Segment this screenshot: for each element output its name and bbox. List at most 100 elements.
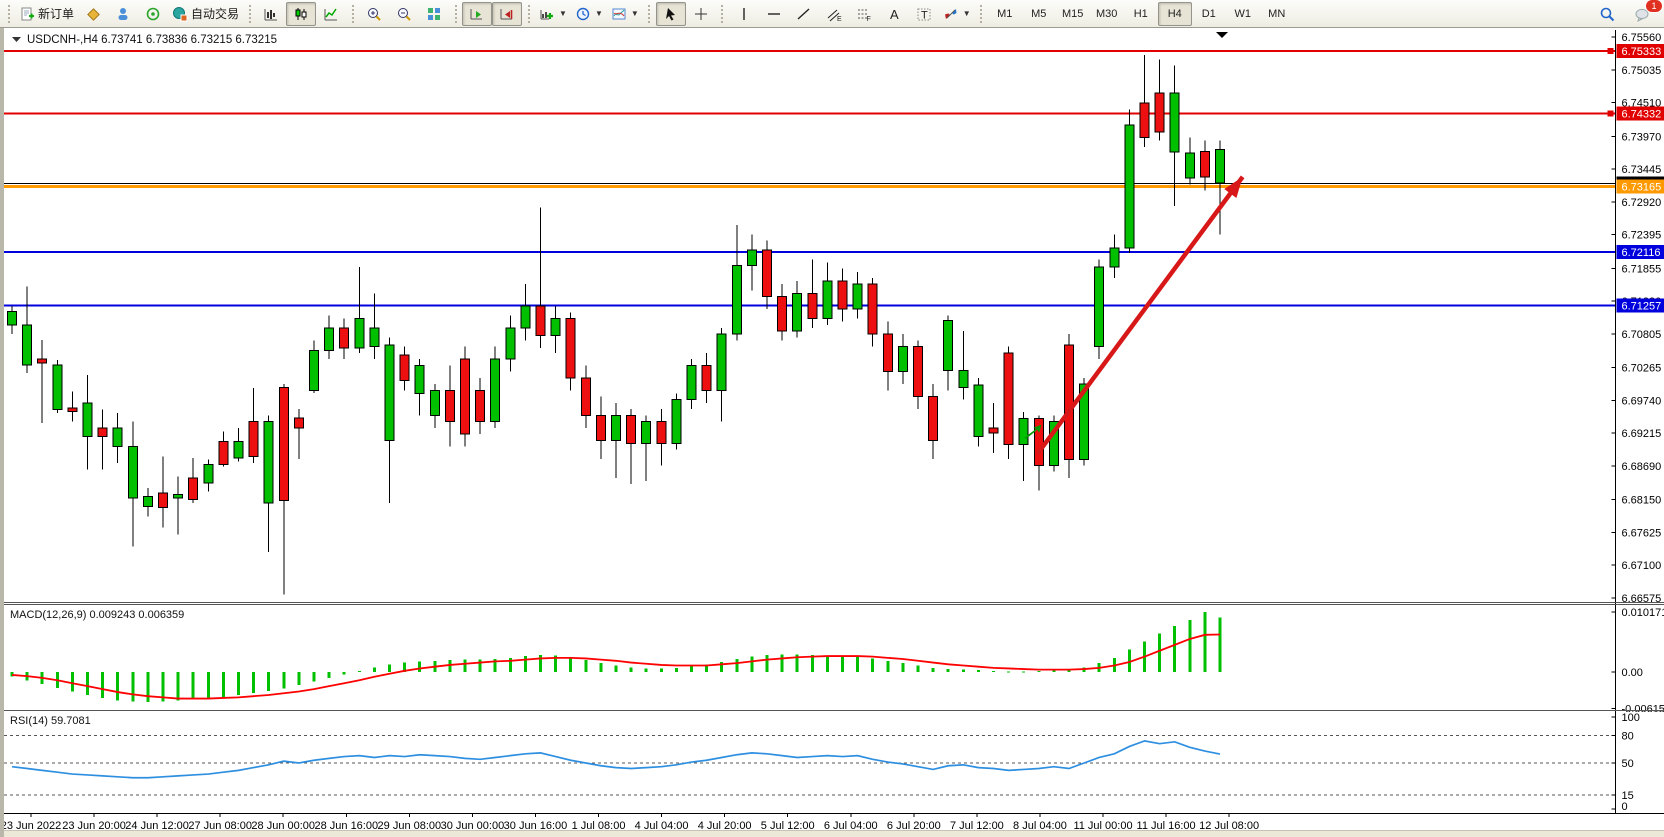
autotrading-button-label: 自动交易 — [191, 7, 240, 21]
timeframe-m30-button[interactable]: M30 — [1096, 7, 1118, 20]
notification-badge: 1 — [1645, 0, 1663, 13]
zoom-out-button[interactable] — [389, 2, 419, 26]
timeframe-w1-button[interactable]: W1 — [1234, 7, 1251, 20]
clock-icon — [575, 6, 591, 22]
macd-pane[interactable]: 0.010171 0.00 -0.00615 MACD(12,26,9) 0.0092… — [4, 605, 1664, 712]
label-button[interactable]: T — [909, 2, 939, 26]
chevron-down-icon: ▼ — [594, 9, 603, 18]
toolbar-grip — [719, 4, 725, 23]
timeframe-m15-button[interactable]: M15 — [1062, 7, 1084, 20]
timeframe-m5-button[interactable]: M5 — [1031, 7, 1047, 20]
chart-title: USDCNH-,H4 6.73741 6.73836 6.73215 6.732… — [12, 34, 277, 46]
autoscroll-icon — [469, 6, 485, 22]
new-order-button[interactable]: 新订单 — [15, 2, 78, 26]
macd-svg[interactable]: 0.010171 0.00 -0.00615 MACD(12,26,9) 0.0092… — [4, 605, 1664, 712]
chevron-down-icon: ▼ — [630, 9, 639, 18]
notifications-button[interactable]: 1 — [1628, 0, 1663, 26]
trend-arrow[interactable] — [1035, 175, 1245, 456]
text-button[interactable]: A — [879, 2, 909, 26]
template-icon — [611, 6, 627, 22]
mql5-button[interactable] — [78, 2, 108, 26]
svg-text:T: T — [921, 9, 928, 21]
timeframe-h4-button[interactable]: H4 — [1157, 1, 1192, 26]
svg-text:E: E — [837, 16, 842, 22]
arrows-button[interactable]: ▼ — [939, 2, 975, 26]
price-chart-svg[interactable]: 6.75560 6.75035 6.74510 6.73970 6.73445 6.729… — [4, 28, 1664, 605]
time-label: 30 Jun 16:00 — [504, 820, 568, 832]
shiftend-icon — [499, 6, 515, 22]
time-label: 29 Jun 08:00 — [378, 820, 442, 832]
line-chart-button[interactable] — [316, 2, 346, 26]
time-label: 6 Jul 20:00 — [887, 820, 941, 832]
svg-text:USDCNH-,H4 6.73741 6.73836 6.: USDCNH-,H4 6.73741 6.73836 6.73215 6.732… — [27, 34, 277, 46]
bars-icon — [263, 6, 279, 22]
cursor-icon — [663, 6, 679, 22]
chevron-down-icon: ▼ — [962, 9, 971, 18]
svg-text:6.73445: 6.73445 — [1622, 164, 1662, 176]
period-button[interactable]: ▼ — [571, 2, 607, 26]
buy-arrow-marker[interactable] — [1024, 424, 1042, 439]
chevron-down-icon: ▼ — [559, 9, 567, 18]
svg-text:6.71855: 6.71855 — [1622, 263, 1662, 275]
svg-text:6.69215: 6.69215 — [1622, 428, 1662, 440]
labelT-icon: T — [916, 6, 932, 22]
community-button[interactable] — [108, 2, 138, 26]
zoom-in-button[interactable] — [359, 2, 389, 26]
timeframe-h1-button[interactable]: H1 — [1133, 7, 1148, 20]
macd-axis[interactable]: 0.010171 0.00 -0.00615 — [1611, 605, 1664, 712]
svg-text:100: 100 — [1622, 712, 1640, 724]
new-order-button-label: 新订单 — [38, 7, 75, 21]
svg-text:6.75333: 6.75333 — [1622, 46, 1662, 58]
timeframe-mn-button[interactable]: MN — [1268, 7, 1286, 20]
price-tag-6.74332: 6.74332 — [1616, 106, 1664, 121]
svg-text:6.72395: 6.72395 — [1622, 230, 1662, 242]
fibonacci-button[interactable]: F — [849, 2, 879, 26]
new-chart-button[interactable]: ▼ — [535, 2, 571, 26]
price-tag-6.73165: 6.73165 — [1616, 179, 1664, 194]
chart-shift-button[interactable] — [492, 1, 523, 26]
time-label: 30 Jun 00:00 — [441, 820, 505, 832]
cursor-button[interactable] — [655, 1, 686, 26]
price-axis[interactable]: 6.75560 6.75035 6.74510 6.73970 6.73445 6.729… — [1607, 30, 1664, 605]
search-button[interactable] — [1592, 2, 1622, 26]
svg-text:6.72920: 6.72920 — [1622, 197, 1662, 209]
tile-windows-button[interactable] — [419, 2, 449, 26]
signals-icon — [145, 6, 161, 22]
time-label: 1 Jul 08:00 — [572, 820, 626, 832]
rsi-svg[interactable]: 100 80 50 150 RSI(14) 59.7081 — [4, 712, 1664, 813]
gold-tag-icon — [85, 6, 101, 22]
svg-text:6.67625: 6.67625 — [1622, 527, 1662, 539]
timeframe-m1-button[interactable]: M1 — [997, 7, 1013, 20]
rsi-pane[interactable]: 100 80 50 15 0 RSI(14) 59.7081 — [4, 712, 1664, 813]
signals-button[interactable] — [138, 2, 168, 26]
timeframe-d1-button[interactable]: D1 — [1201, 7, 1216, 20]
vertical-line-button[interactable] — [729, 2, 759, 26]
rsi-axis[interactable]: 100 80 50 150 — [1611, 712, 1640, 813]
window-bottom-strip — [4, 830, 1664, 837]
textA-icon: A — [886, 6, 902, 22]
trendline-button[interactable] — [789, 2, 819, 26]
tile-icon — [426, 6, 442, 22]
svg-text:6.74332: 6.74332 — [1622, 109, 1662, 121]
toolbar-grip — [978, 4, 984, 23]
template-button[interactable]: ▼ — [607, 2, 643, 26]
main-chart-pane[interactable]: 6.75560 6.75035 6.74510 6.73970 6.73445 6.729… — [4, 28, 1664, 605]
autotrading-button[interactable]: 自动交易 — [168, 2, 243, 26]
svg-text:6.75560: 6.75560 — [1622, 32, 1662, 44]
bar-chart-button[interactable] — [256, 2, 286, 26]
svg-text:50: 50 — [1622, 758, 1634, 770]
svg-text:0.00: 0.00 — [1622, 667, 1643, 679]
candlestick-chart-button[interactable] — [286, 1, 317, 26]
toolbar-grip — [350, 4, 356, 23]
channel-button[interactable]: E — [819, 2, 849, 26]
auto-scroll-button[interactable] — [462, 1, 493, 26]
macd-label: MACD(12,26,9) 0.009243 0.006359 — [10, 609, 184, 621]
price-tag-6.71257: 6.71257 — [1616, 298, 1664, 313]
window-menu-icon — [12, 37, 21, 42]
svg-text:6.67100: 6.67100 — [1622, 560, 1662, 572]
chart-shift-marker[interactable] — [1216, 32, 1228, 38]
horizontal-line-button[interactable] — [759, 2, 789, 26]
crosshair-button[interactable] — [686, 2, 716, 26]
rsi-label: RSI(14) 59.7081 — [10, 715, 91, 727]
toolbar-right-cluster: 1 — [1592, 0, 1663, 28]
